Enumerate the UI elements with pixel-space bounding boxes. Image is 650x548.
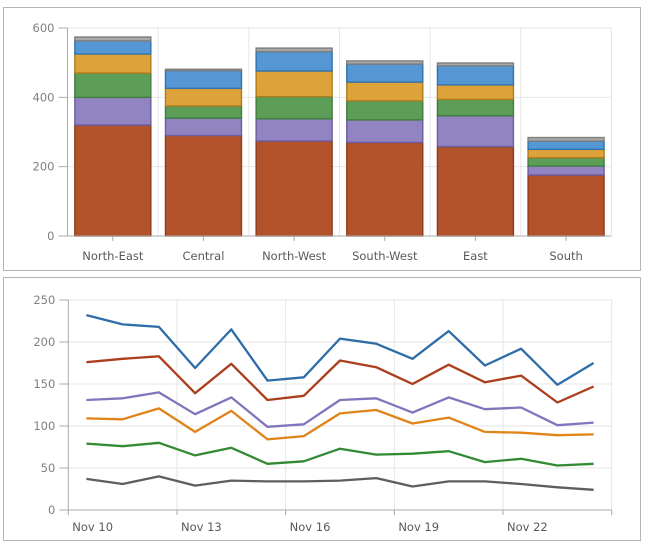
bar-segment [255,95,333,120]
bar-segment [436,65,515,86]
bar-segment [436,84,515,101]
line-chart-panel: 0 50 100 150 200 250 Nov 10 Nov 13 Nov 16 Nov 19 N… [3,277,641,541]
bar-segment [346,81,424,102]
line-series-6 [86,475,594,491]
bar-north-east [74,36,152,237]
bar-segment [436,145,515,237]
bar-segment [527,136,605,142]
bar-segment [255,118,333,142]
bar-central [164,68,243,237]
bar-segment [527,156,605,167]
y-tick-label: 0 [47,229,54,243]
bar-south [527,136,605,237]
bar-north-west [255,47,333,237]
bar-segment [74,124,152,237]
bar-east [436,62,515,237]
x-date-label: Nov 13 [181,520,222,534]
bar-segment [164,117,243,137]
bar-segment [74,36,152,42]
bar-segment [164,105,243,119]
line-series-4 [86,407,594,441]
bar-segment [164,69,243,90]
y-tick-label: 0 [48,503,55,517]
x-date-label: Nov 16 [290,520,331,534]
x-date-label: Nov 10 [72,520,113,534]
bar-segment [527,148,605,159]
line-series-1 [86,313,595,386]
x-category-label: South-West [352,249,418,263]
y-tick-label: 100 [33,419,55,433]
stacked-bar-chart: 0 200 400 600 North-East Central North-West Sou… [33,21,612,263]
line-chart: 0 50 100 150 200 250 Nov 10 Nov 13 Nov 16 Nov 19 N… [33,293,613,534]
bar-segment [346,100,424,121]
x-category-label: North-East [82,249,144,263]
x-category-label: East [463,249,488,263]
line-series-2 [86,355,595,404]
y-tick-label: 50 [41,461,56,475]
bar-segment [74,96,152,126]
bar-segment [436,115,515,148]
bar-segment [436,62,515,67]
x-category-label: North-West [262,249,327,263]
bar-segment [74,72,152,99]
bar-segment [346,119,424,144]
stacked-bar-chart-panel: 0 200 400 600 North-East Central North-West Sou… [3,7,641,271]
bar-segment [255,70,333,98]
bar-segment [164,68,243,72]
x-category-label: South [549,249,582,263]
bar-segment [436,98,515,117]
y-tick-label: 200 [33,335,55,349]
y-tick-label: 200 [33,160,55,174]
y-tick-label: 150 [33,377,55,391]
bar-segment [255,140,333,237]
bar-south-west [346,60,424,237]
x-date-label: Nov 22 [507,520,548,534]
bar-segment [527,165,605,176]
y-tick-label: 600 [33,21,55,35]
y-tick-label: 400 [33,90,55,104]
bar-segment [346,63,424,83]
x-category-label: Central [183,249,225,263]
line-series-3 [86,391,594,428]
bar-segment [74,40,152,55]
bar-segment [346,60,424,65]
bar-segment [346,141,424,237]
line-series-5 [86,441,594,467]
y-tick-label: 250 [33,293,55,307]
bar-segment [527,174,605,237]
bar-segment [164,134,243,237]
bar-segment [255,50,333,72]
bar-segment [74,53,152,74]
bar-segment [164,87,243,107]
bar-segment [527,140,605,151]
x-date-label: Nov 19 [398,520,439,534]
bar-segment [255,47,333,53]
